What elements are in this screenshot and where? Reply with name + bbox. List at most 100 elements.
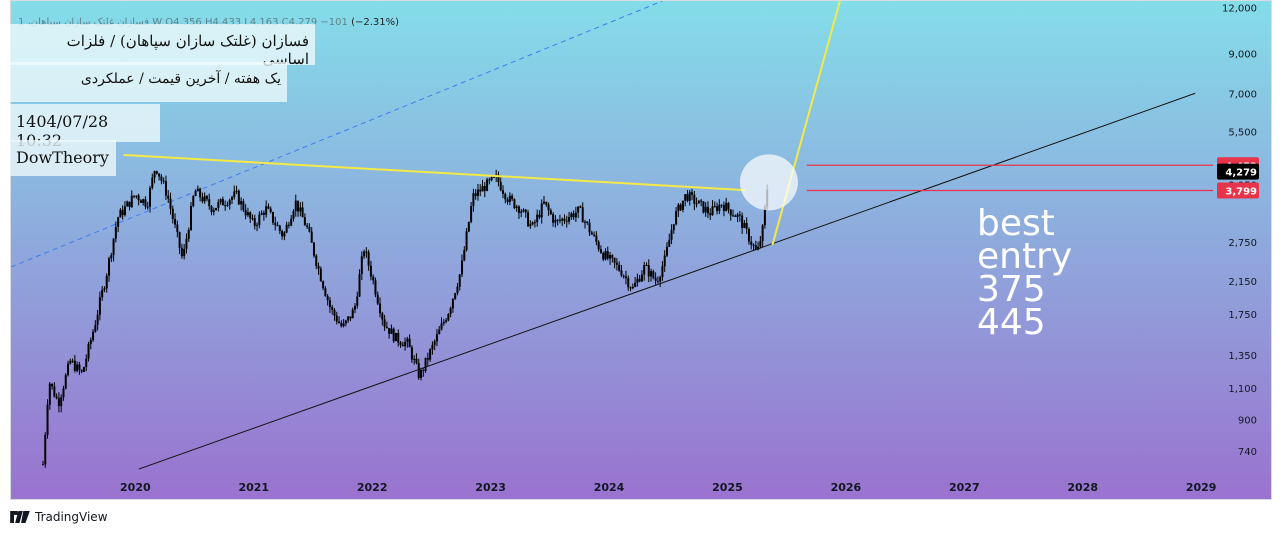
candle-body [383, 319, 386, 327]
candle-body [123, 206, 126, 216]
candle-body [119, 209, 122, 218]
candle-body [73, 360, 76, 371]
candle-body [706, 206, 709, 214]
candle-body [670, 230, 673, 240]
candle-body [240, 201, 243, 205]
candle-body [597, 241, 600, 250]
candle-body [636, 278, 639, 283]
candle-body [488, 179, 491, 181]
time-tick-label: 2021 [238, 481, 269, 494]
candle-body [187, 229, 190, 239]
candle-body [445, 320, 448, 322]
candle-body [87, 343, 90, 359]
candle-body [479, 189, 482, 192]
candle-body [741, 215, 744, 229]
candle-body [561, 218, 564, 221]
candle-body [761, 225, 764, 241]
candle-body [64, 375, 67, 389]
candle-body [615, 262, 618, 265]
price-axis[interactable]: 12,0009,0007,0005,5003,9502,7502,1501,75… [1217, 3, 1259, 458]
candle-body [611, 255, 614, 258]
footer[interactable]: TradingView [10, 510, 108, 524]
candle-body [463, 250, 466, 261]
price-tick-label: 2,150 [1228, 277, 1257, 288]
candle-body [192, 196, 195, 207]
candle-body [128, 201, 131, 208]
candle-body [363, 251, 366, 257]
candle-body [48, 383, 51, 405]
candle-body [276, 225, 279, 227]
candle-body [360, 256, 363, 275]
candle-body [328, 300, 331, 308]
candle-body [517, 206, 520, 213]
candle-body [353, 305, 356, 310]
candle-body [199, 188, 202, 198]
chart-subtitle-label: یک هفته / آخرین قیمت / عملکردی [10, 62, 287, 102]
candle-body [750, 241, 753, 245]
candle-body [44, 435, 47, 465]
candle-body [695, 203, 698, 205]
candle-body [527, 212, 530, 227]
candle-body [672, 224, 675, 231]
note-line: entry [977, 236, 1073, 277]
candle-body [440, 323, 443, 330]
candle-body [732, 215, 735, 217]
candle-body [677, 204, 680, 212]
candle-body [347, 316, 350, 321]
candle-body [627, 278, 630, 288]
ohlc-readout: 1 ،فسازان غلتک سازان سپاهان W O4,356 H4,… [18, 17, 399, 28]
candle-body [634, 282, 637, 287]
candle-body [631, 286, 634, 289]
candle-body [408, 338, 411, 348]
candle-body [458, 274, 461, 287]
candle-body [326, 296, 329, 301]
candle-body [176, 224, 179, 233]
candle-body [219, 199, 222, 203]
candle-body [415, 358, 418, 363]
candle-body [283, 232, 286, 237]
candle-body [581, 207, 584, 223]
time-axis[interactable]: 2020 2021 2022 2023 2024 2025 2026 2027 2028 2029 [120, 481, 1216, 494]
candle-body [417, 362, 420, 378]
candle-body [483, 186, 486, 191]
candle-body [249, 212, 252, 219]
candle-body [351, 309, 354, 319]
candle-body [563, 218, 566, 221]
price-tick-label: 740 [1238, 447, 1257, 458]
candle-body [67, 363, 70, 376]
candle-body [663, 255, 666, 267]
candle-body [590, 232, 593, 235]
candle-body [467, 221, 470, 232]
price-chart[interactable]: 12,0009,0007,0005,5003,9502,7502,1501,75… [11, 1, 1272, 500]
candle-body [481, 186, 484, 192]
candle-body [203, 196, 206, 202]
candle-body [504, 193, 507, 200]
candle-body [688, 192, 691, 201]
candle-body [763, 206, 766, 226]
candle-body [180, 247, 183, 257]
candle-body [137, 195, 140, 201]
candle-body [342, 323, 345, 327]
candle-body [743, 222, 746, 229]
candle-body [292, 211, 295, 219]
candle-body [545, 201, 548, 205]
price-tick-label: 9,000 [1228, 49, 1257, 60]
price-tick-label: 1,750 [1228, 310, 1257, 321]
candle-body [410, 347, 413, 360]
candle-body [69, 360, 72, 364]
time-tick-label: 2024 [594, 481, 625, 494]
candle-body [376, 294, 379, 304]
drawings-back [11, 1, 663, 268]
candle-body [303, 217, 306, 226]
candle-body [659, 277, 662, 282]
candle-body [531, 222, 534, 225]
candle-body [542, 201, 545, 204]
candle-body [536, 214, 539, 223]
candle-body [499, 182, 502, 191]
candle-body [322, 281, 325, 289]
candle-body [178, 232, 181, 248]
candle-body [121, 209, 124, 216]
chart-frame[interactable]: 12,0009,0007,0005,5003,9502,7502,1501,75… [10, 0, 1272, 500]
candle-body [358, 274, 361, 297]
ohlc-change: (−2.31%) [351, 17, 400, 28]
